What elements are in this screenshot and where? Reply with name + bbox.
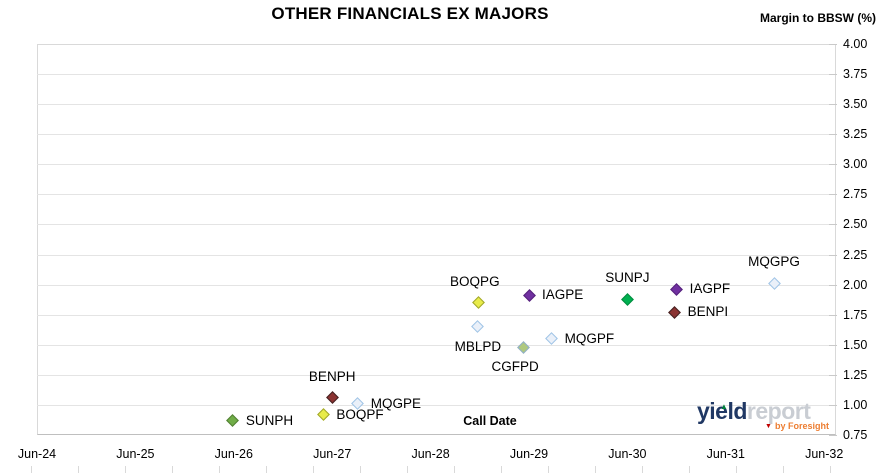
gridline xyxy=(37,314,836,316)
gridline xyxy=(37,404,836,406)
gridline xyxy=(37,104,836,106)
bottom-axis-tick xyxy=(501,466,502,473)
x-axis-tick-label: Jun-30 xyxy=(608,447,647,461)
y-axis-tick-label: 2.00 xyxy=(843,277,868,292)
y-axis-tick xyxy=(829,344,837,346)
bottom-axis-tick xyxy=(830,466,831,473)
y-axis-tick xyxy=(829,44,837,45)
y-axis-tick xyxy=(829,374,837,376)
data-point-label-SUNPH: SUNPH xyxy=(245,412,294,428)
data-point-label-CGFPD: CGFPD xyxy=(491,359,539,375)
x-axis-tick-label: Jun-31 xyxy=(706,447,745,461)
y-axis-tick xyxy=(829,254,837,256)
gridline xyxy=(37,374,836,376)
x-axis-tick-label: Jun-28 xyxy=(411,447,450,461)
gridline xyxy=(37,164,836,166)
bottom-axis-tick xyxy=(783,466,784,473)
y-axis-tick xyxy=(829,435,837,436)
bottom-axis-tick xyxy=(172,466,173,473)
plot-area xyxy=(37,44,836,435)
x-axis-tick-label: Jun-32 xyxy=(805,447,844,461)
logo-wordmark: ▲ yieldreport xyxy=(697,399,837,423)
data-point-label-MQGPG: MQGPG xyxy=(748,254,800,270)
data-point-label-BENPI: BENPI xyxy=(687,304,729,320)
y-axis-tick xyxy=(829,74,837,76)
y-axis-tick xyxy=(829,194,837,196)
data-point-label-BOQPG: BOQPG xyxy=(450,273,500,289)
bottom-axis-tick xyxy=(31,466,32,473)
logo-triangle-down-icon: ▼ xyxy=(765,423,772,430)
y-axis-tick xyxy=(829,164,837,166)
y-axis-tick xyxy=(829,134,837,136)
bottom-axis-tick xyxy=(266,466,267,473)
x-axis-tick-label: Jun-25 xyxy=(116,447,155,461)
bottom-axis-tick xyxy=(125,466,126,473)
y-axis-title: Margin to BBSW (%) xyxy=(760,11,876,25)
y-axis-tick xyxy=(829,224,837,226)
bottom-axis-tick xyxy=(642,466,643,473)
gridline xyxy=(37,344,836,346)
y-axis-tick-label: 4.00 xyxy=(843,37,868,51)
y-axis-tick xyxy=(829,314,837,316)
bottom-axis-tick xyxy=(407,466,408,473)
gridline xyxy=(37,74,836,76)
y-axis-tick-label: 1.50 xyxy=(843,337,868,352)
y-axis-tick xyxy=(829,404,837,406)
bottom-axis-tick xyxy=(689,466,690,473)
y-axis-tick-label: 3.00 xyxy=(843,157,868,172)
y-axis-tick-label: 1.00 xyxy=(843,397,868,412)
logo-report-text: report xyxy=(746,398,811,424)
data-point-label-BENPH: BENPH xyxy=(308,368,356,384)
y-axis-tick-label: 2.25 xyxy=(843,247,868,262)
x-axis-tick-label: Jun-24 xyxy=(17,447,57,461)
data-point-label-SUNPJ: SUNPJ xyxy=(605,270,650,286)
logo-triangle-up-icon: ▲ xyxy=(720,402,728,411)
bottom-axis-tick xyxy=(313,466,314,473)
y-axis-tick-label: 1.75 xyxy=(843,307,868,322)
x-axis-title: Call Date xyxy=(463,414,517,428)
y-axis-tick xyxy=(829,284,837,286)
data-point-label-BOQPF: BOQPF xyxy=(336,406,384,422)
gridline xyxy=(37,224,836,226)
data-point-label-IAGPE: IAGPE xyxy=(542,287,584,303)
logo-byline-text: by Foresight xyxy=(774,421,829,431)
data-point-label-MQGPE: MQGPE xyxy=(370,395,422,411)
data-point-label-MQGPF: MQGPF xyxy=(564,330,615,346)
x-axis-tick-label: Jun-27 xyxy=(313,447,352,461)
y-axis-tick-label: 0.75 xyxy=(843,428,868,442)
chart-title: OTHER FINANCIALS EX MAJORS xyxy=(271,4,549,23)
y-axis-tick-label: 3.75 xyxy=(843,67,868,82)
data-point-label-MBLPD: MBLPD xyxy=(454,338,502,354)
gridline xyxy=(37,254,836,256)
bottom-axis-tick xyxy=(360,466,361,473)
bottom-axis-tick xyxy=(219,466,220,473)
x-axis-tick-label: Jun-26 xyxy=(214,447,253,461)
logo-byline: ▼ by Foresight xyxy=(765,421,829,431)
bottom-axis-tick xyxy=(548,466,549,473)
y-axis-tick xyxy=(829,104,837,106)
logo-yield-text: yield xyxy=(697,398,747,424)
bottom-axis-tick xyxy=(454,466,455,473)
y-axis-tick-label: 3.50 xyxy=(843,97,868,112)
gridline xyxy=(37,134,836,136)
y-axis-tick-label: 2.75 xyxy=(843,187,868,202)
x-axis-tick-label: Jun-29 xyxy=(509,447,549,461)
data-point-label-IAGPF: IAGPF xyxy=(689,281,731,297)
bottom-axis-tick xyxy=(78,466,79,473)
bottom-axis-tick xyxy=(595,466,596,473)
bottom-axis-tick xyxy=(736,466,737,473)
gridline xyxy=(37,284,836,286)
y-axis-tick-label: 2.50 xyxy=(843,217,868,232)
gridline xyxy=(37,194,836,196)
yieldreport-logo: ▲ yieldreport ▼ by Foresight xyxy=(697,399,837,433)
y-axis-tick-label: 3.25 xyxy=(843,127,868,142)
y-axis-tick-label: 1.25 xyxy=(843,367,868,382)
